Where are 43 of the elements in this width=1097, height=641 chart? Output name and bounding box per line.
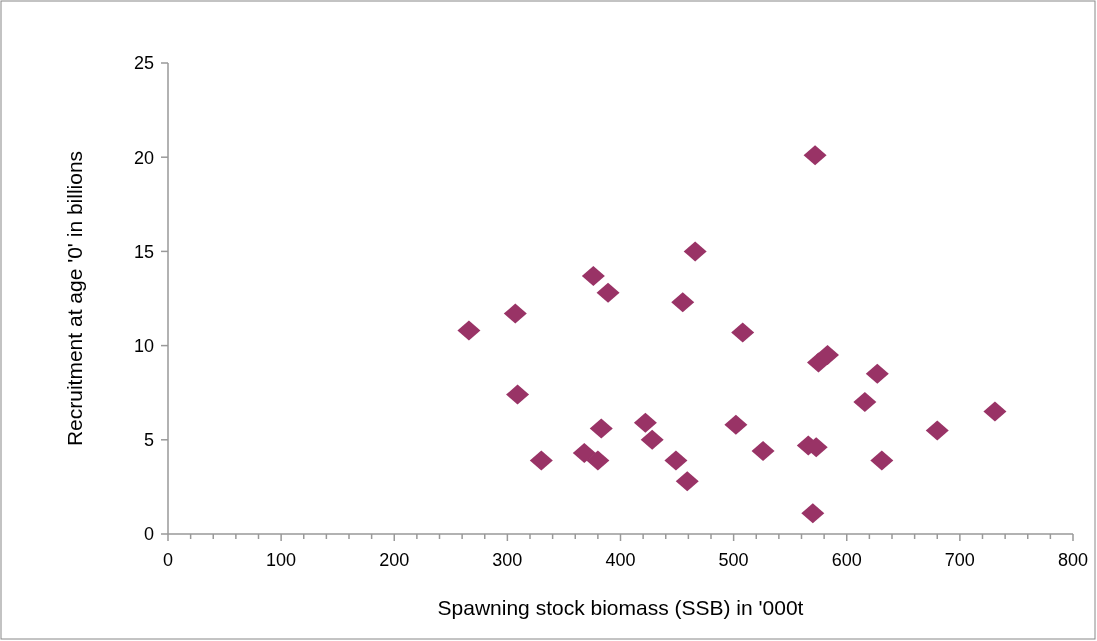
point <box>529 450 553 471</box>
point <box>633 412 657 433</box>
point <box>572 442 596 463</box>
y-tick-label: 0 <box>143 524 154 545</box>
point <box>801 503 825 524</box>
x-tick-label: 600 <box>831 550 862 570</box>
point <box>751 441 775 462</box>
x-tick-label: 100 <box>266 550 297 570</box>
point <box>640 429 664 450</box>
x-tick-label: 700 <box>944 550 975 570</box>
x-axis-title: Spawning stock biomass (SSB) in '000t <box>437 596 804 619</box>
point <box>506 384 530 405</box>
point <box>581 265 605 286</box>
point <box>803 145 827 166</box>
point <box>664 450 688 471</box>
point <box>731 322 755 343</box>
point <box>983 401 1007 422</box>
point <box>457 320 481 341</box>
x-tick-label: 200 <box>379 550 410 570</box>
point <box>853 392 877 413</box>
point <box>596 282 620 303</box>
point <box>870 450 894 471</box>
x-tick-label: 400 <box>605 550 636 570</box>
point <box>865 363 889 384</box>
y-axis-title: Recruitment at age '0' in billions <box>63 150 86 447</box>
point <box>925 420 949 441</box>
point <box>724 414 748 435</box>
point <box>586 450 610 471</box>
point <box>675 471 699 492</box>
point <box>671 292 695 313</box>
x-tick-label: 0 <box>162 550 174 570</box>
y-tick-label: 25 <box>133 53 154 74</box>
point <box>816 345 840 366</box>
y-tick-label: 15 <box>133 241 154 262</box>
x-tick-label: 800 <box>1057 550 1089 570</box>
point <box>683 241 707 262</box>
y-tick-label: 5 <box>143 430 154 451</box>
x-tick-label: 500 <box>718 550 749 570</box>
y-tick-label: 10 <box>133 335 154 356</box>
x-tick-label: 300 <box>492 550 523 570</box>
y-tick-label: 20 <box>133 147 154 168</box>
point <box>503 303 527 324</box>
point <box>589 418 613 439</box>
